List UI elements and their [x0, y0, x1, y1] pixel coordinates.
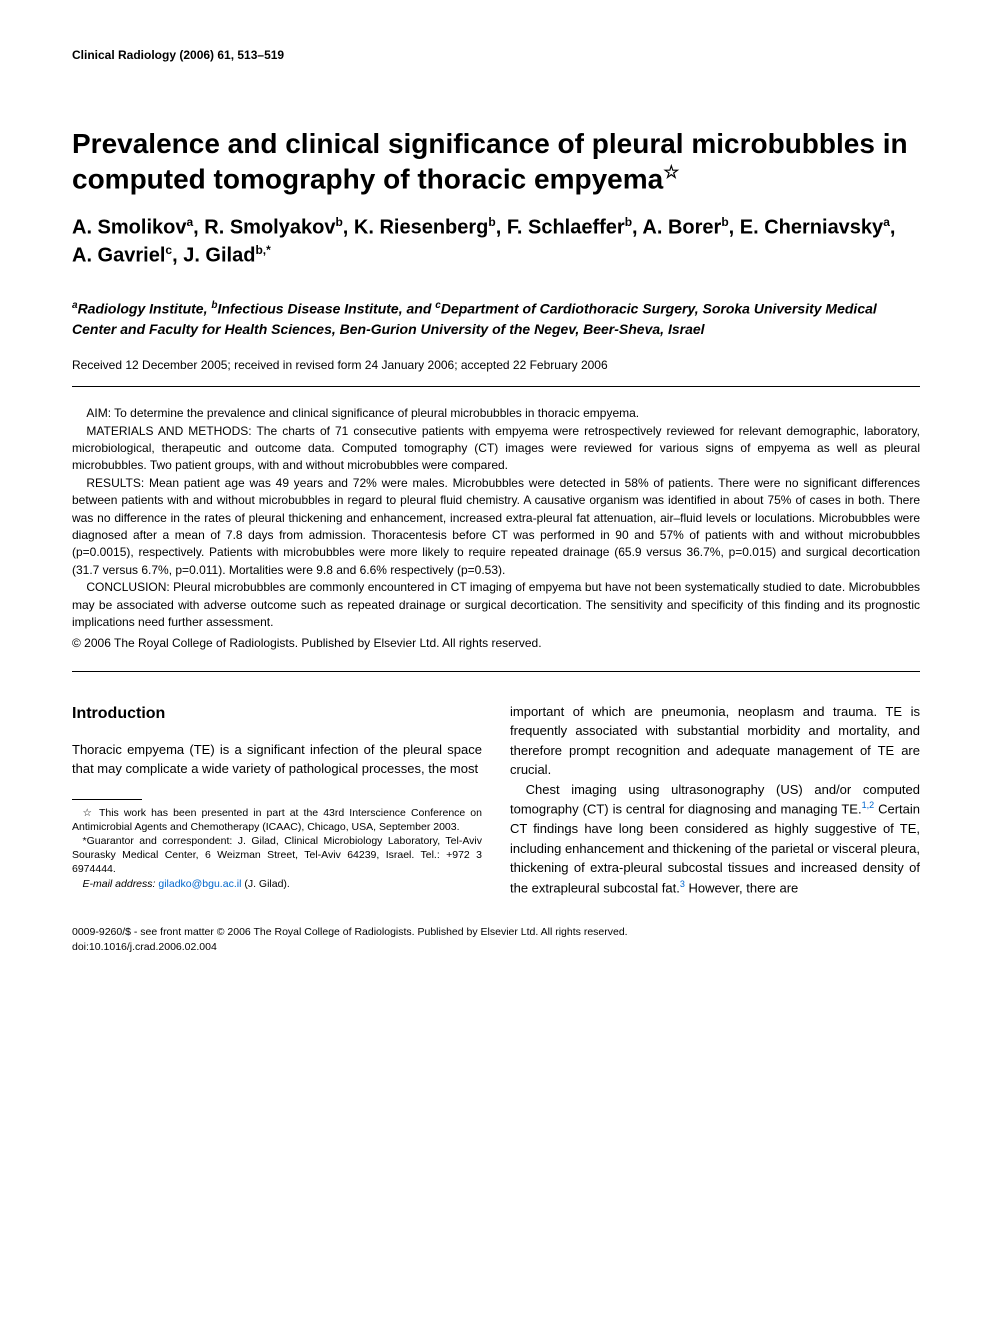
col2-paragraph-1: important of which are pneumonia, neopla… — [510, 702, 920, 780]
two-column-body: Introduction Thoracic empyema (TE) is a … — [72, 702, 920, 898]
footer-block: 0009-9260/$ - see front matter © 2006 Th… — [72, 925, 920, 953]
journal-reference: Clinical Radiology (2006) 61, 513–519 — [72, 48, 920, 62]
footnotes-block: ☆ This work has been presented in part a… — [72, 806, 482, 891]
abstract-aim: AIM: To determine the prevalence and cli… — [72, 405, 920, 422]
footnote-email-line: E-mail address: giladko@bgu.ac.il (J. Gi… — [72, 877, 482, 891]
footnote-star: ☆ This work has been presented in part a… — [72, 806, 482, 834]
column-right: important of which are pneumonia, neopla… — [510, 702, 920, 898]
abstract-conclusion: CONCLUSION: Pleural microbubbles are com… — [72, 579, 920, 631]
authors-list: A. Smolikova, R. Smolyakovb, K. Riesenbe… — [72, 214, 920, 269]
col2-paragraph-2: Chest imaging using ultrasonography (US)… — [510, 780, 920, 898]
col2-p2-pre: Chest imaging using ultrasonography (US)… — [510, 782, 920, 817]
rule-bottom — [72, 671, 920, 672]
title-text: Prevalence and clinical significance of … — [72, 128, 908, 194]
article-title: Prevalence and clinical significance of … — [72, 126, 920, 196]
abstract-results: RESULTS: Mean patient age was 49 years a… — [72, 475, 920, 579]
footnote-rule — [72, 799, 142, 800]
column-left: Introduction Thoracic empyema (TE) is a … — [72, 702, 482, 898]
footer-front-matter: 0009-9260/$ - see front matter © 2006 Th… — [72, 925, 920, 939]
abstract-block: AIM: To determine the prevalence and cli… — [72, 395, 920, 662]
article-dates: Received 12 December 2005; received in r… — [72, 358, 920, 372]
title-note-symbol: ☆ — [663, 162, 679, 182]
col2-p2-post: However, there are — [685, 880, 798, 895]
email-label: E-mail address: — [83, 878, 159, 890]
citation-ref-1-2[interactable]: 1,2 — [862, 800, 875, 810]
footnote-correspondent: *Guarantor and correspondent: J. Gilad, … — [72, 834, 482, 877]
footer-doi: doi:10.1016/j.crad.2006.02.004 — [72, 940, 920, 954]
intro-paragraph-1: Thoracic empyema (TE) is a significant i… — [72, 740, 482, 779]
email-suffix: (J. Gilad). — [241, 878, 289, 890]
affiliations: aRadiology Institute, bInfectious Diseas… — [72, 298, 920, 341]
abstract-materials: MATERIALS AND METHODS: The charts of 71 … — [72, 423, 920, 475]
introduction-heading: Introduction — [72, 702, 482, 726]
email-link[interactable]: giladko@bgu.ac.il — [158, 878, 241, 890]
abstract-copyright: © 2006 The Royal College of Radiologists… — [72, 635, 920, 652]
rule-top — [72, 386, 920, 387]
